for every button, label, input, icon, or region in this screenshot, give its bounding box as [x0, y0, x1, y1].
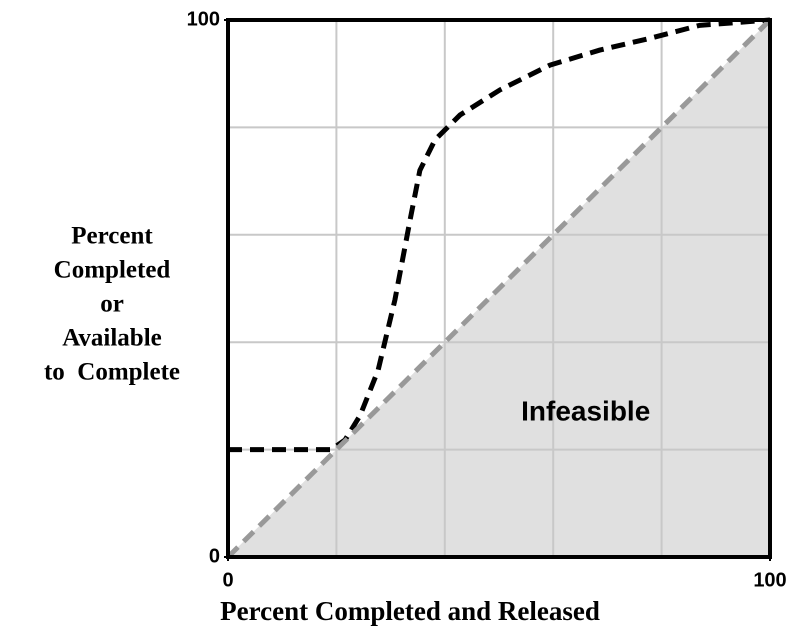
- annotation: Infeasible: [521, 395, 650, 426]
- y-tick-label: 100: [187, 8, 220, 30]
- plot-frame: [226, 18, 772, 559]
- x-axis-label: Percent Completed and Released: [220, 596, 600, 626]
- line: [226, 18, 772, 559]
- x-tick-label: 0: [222, 569, 233, 591]
- y-axis-label: Percent: [71, 223, 153, 250]
- y-axis-label: Completed: [54, 257, 171, 284]
- x-tick-label: 100: [753, 569, 786, 591]
- y-axis-label: or: [100, 291, 124, 318]
- y-tick-label: 0: [209, 545, 220, 567]
- line: [228, 17, 771, 453]
- y-axis-label: Available: [62, 325, 162, 352]
- y-axis-label: to Complete: [44, 359, 180, 386]
